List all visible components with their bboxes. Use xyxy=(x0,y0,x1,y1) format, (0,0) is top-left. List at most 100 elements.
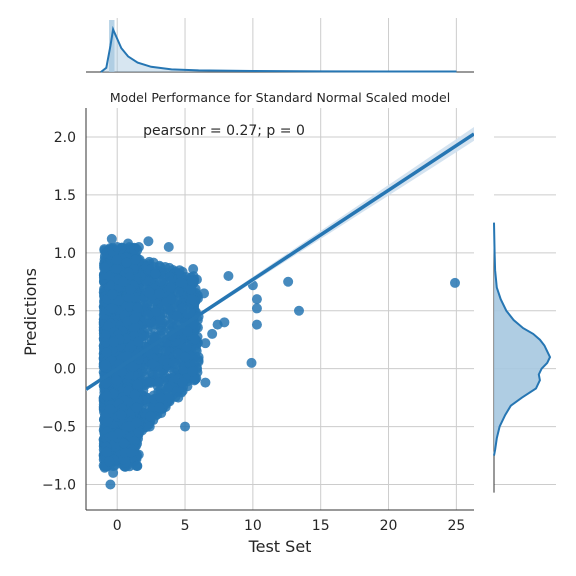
y-axis-label: Predictions xyxy=(21,268,40,356)
scatter-point xyxy=(190,334,201,345)
scatter-point xyxy=(173,392,184,403)
scatter-point xyxy=(187,276,198,287)
scatter-point xyxy=(180,421,191,432)
x-axis-label: Test Set xyxy=(248,537,312,556)
scatter-point xyxy=(132,379,143,390)
x-tick-label: 10 xyxy=(244,518,262,534)
chart-title: Model Performance for Standard Normal Sc… xyxy=(110,90,450,105)
y-tick-label: −1.0 xyxy=(42,478,76,494)
scatter-point xyxy=(108,337,119,348)
scatter-point xyxy=(99,262,110,273)
scatter-point xyxy=(173,287,184,298)
scatter-point xyxy=(251,294,262,305)
scatter-point xyxy=(141,376,152,387)
scatter-point xyxy=(108,467,119,478)
top-kde-curve xyxy=(100,25,457,73)
scatter-point xyxy=(125,284,136,295)
right-marginal-panel xyxy=(493,136,556,493)
scatter-point xyxy=(150,268,161,279)
scatter-point xyxy=(186,294,197,305)
scatter-point xyxy=(101,347,112,358)
scatter-point xyxy=(155,276,166,287)
right-kde-fill xyxy=(494,222,550,456)
scatter-point xyxy=(118,438,129,449)
scatter-point xyxy=(154,288,165,299)
scatter-point xyxy=(180,352,191,363)
scatter-point xyxy=(246,357,257,368)
scatter-point xyxy=(106,233,117,244)
scatter-point xyxy=(143,236,154,247)
scatter-point xyxy=(155,314,166,325)
scatter-point xyxy=(129,389,140,400)
scatter-point xyxy=(175,277,186,288)
scatter-point xyxy=(154,402,165,413)
scatter-point xyxy=(200,338,211,349)
scatter-point xyxy=(101,447,112,458)
scatter-point xyxy=(129,436,140,447)
scatter-point xyxy=(106,280,117,291)
scatter-point xyxy=(133,427,144,438)
x-tick-label: 20 xyxy=(380,518,398,534)
y-tick-label: −0.5 xyxy=(42,420,76,436)
scatter-point xyxy=(116,410,127,421)
scatter-point xyxy=(113,295,124,306)
scatter-point xyxy=(132,460,143,471)
scatter-point xyxy=(125,301,136,312)
scatter-point xyxy=(117,276,128,287)
scatter-point xyxy=(126,447,137,458)
scatter-point xyxy=(199,288,210,299)
scatter-point xyxy=(188,264,199,275)
scatter-point xyxy=(129,321,140,332)
top-histogram-bar xyxy=(109,20,115,72)
scatter-point xyxy=(101,391,112,402)
scatter-point xyxy=(107,289,118,300)
scatter-point xyxy=(111,263,122,274)
scatter-point xyxy=(171,311,182,322)
scatter-point xyxy=(104,456,115,467)
pearson-annotation: pearsonr = 0.27; p = 0 xyxy=(143,123,305,139)
scatter-point xyxy=(174,265,185,276)
scatter-point xyxy=(185,308,196,319)
top-marginal-panel xyxy=(86,18,474,73)
scatter-point xyxy=(144,421,155,432)
scatter-point xyxy=(102,416,113,427)
scatter-point xyxy=(147,358,158,369)
y-tick-label: 0.0 xyxy=(54,362,76,378)
y-tick-label: 1.5 xyxy=(54,188,76,204)
scatter-point xyxy=(163,242,174,253)
plot-area xyxy=(86,127,474,490)
scatter-point xyxy=(170,358,181,369)
main-scatter-panel: 0 5 10 15 20 25 −1.0 −0.5 0.0 0.5 1.0 1.5 2.0 xyxy=(42,108,474,534)
scatter-point xyxy=(132,303,143,314)
scatter-point xyxy=(144,287,155,298)
scatter-point xyxy=(223,270,234,281)
y-tick-label: 0.5 xyxy=(54,304,76,320)
scatter-point xyxy=(128,361,139,372)
top-kde-fill xyxy=(100,29,457,72)
scatter-point xyxy=(150,306,161,317)
scatter-point xyxy=(283,276,294,287)
scatter-point xyxy=(293,305,304,316)
scatter-point xyxy=(111,254,122,265)
x-tick-label: 5 xyxy=(181,518,190,534)
scatter-point xyxy=(112,242,123,253)
scatter-point xyxy=(163,392,174,403)
scatter-point xyxy=(100,378,111,389)
scatter-point xyxy=(106,303,117,314)
regression-line xyxy=(86,132,474,391)
scatter-point xyxy=(177,377,188,388)
scatter-point xyxy=(143,310,154,321)
scatter-point xyxy=(185,284,196,295)
scatter-point xyxy=(130,254,141,265)
scatter-point xyxy=(200,377,211,388)
scatter-point xyxy=(182,326,193,337)
scatter-point xyxy=(133,242,144,253)
scatter-point xyxy=(107,430,118,441)
scatter-point xyxy=(131,402,142,413)
scatter-point xyxy=(193,352,204,363)
scatter-point xyxy=(189,373,200,384)
scatter-point xyxy=(450,277,461,288)
scatter-point xyxy=(162,383,173,394)
scatter-point xyxy=(133,336,144,347)
